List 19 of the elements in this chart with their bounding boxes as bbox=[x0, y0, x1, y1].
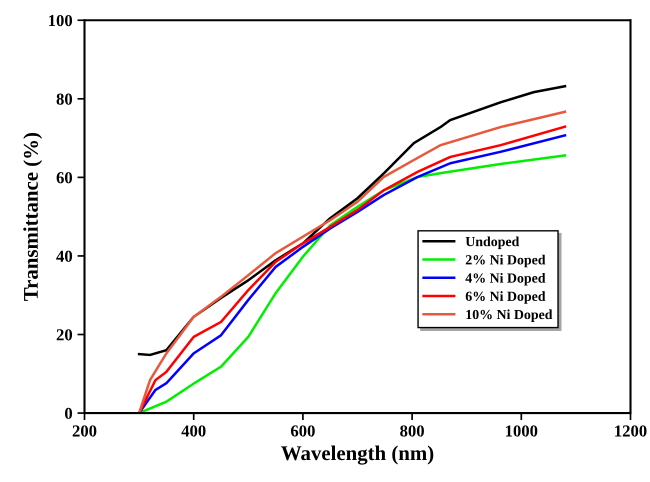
legend-label: 2% Ni Doped bbox=[466, 254, 546, 268]
x-tick-label: 200 bbox=[72, 425, 96, 437]
x-tick-label: 1200 bbox=[615, 425, 647, 437]
y-tick-label: 60 bbox=[56, 172, 72, 184]
y-tick-label: 20 bbox=[56, 329, 72, 340]
x-tick-label: 400 bbox=[181, 425, 206, 437]
y-tick-label: 100 bbox=[49, 14, 72, 26]
x-tick-label: 1000 bbox=[506, 425, 538, 437]
x-axis-title: Wavelength (nm) bbox=[281, 446, 434, 465]
y-axis-title: Transmittance (%) bbox=[23, 133, 42, 301]
y-tick-label: 0 bbox=[64, 408, 72, 420]
legend-label: 10% Ni Doped bbox=[466, 309, 552, 322]
y-tick-label: 80 bbox=[56, 94, 72, 105]
x-tick-label: 800 bbox=[400, 425, 424, 437]
y-tick-label: 40 bbox=[56, 250, 72, 262]
x-tick-label: 600 bbox=[290, 425, 315, 437]
legend-label: 6% Ni Doped bbox=[466, 291, 546, 304]
legend-label: Undoped bbox=[466, 236, 520, 250]
legend-label: 4% Ni Doped bbox=[465, 272, 546, 286]
